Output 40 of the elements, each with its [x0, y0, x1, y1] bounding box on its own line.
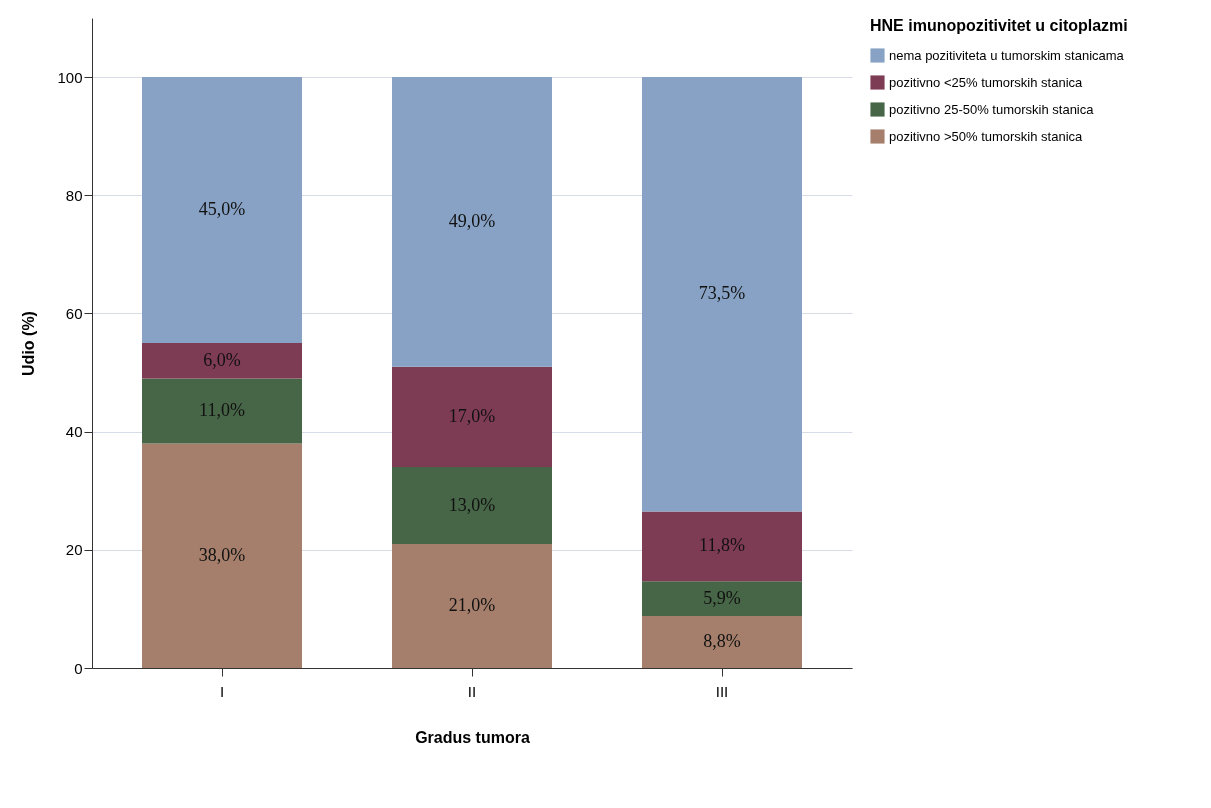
legend-label: pozitivno 25-50% tumorskih stanica: [889, 101, 1095, 117]
y-axis-title: Udio (%): [20, 311, 38, 376]
data-label: 38,0%: [198, 544, 246, 565]
data-label: 5,9%: [703, 587, 741, 608]
bar: [642, 77, 802, 512]
bar: [392, 467, 552, 544]
bar: [392, 543, 552, 668]
data-label: 13,0%: [448, 494, 496, 515]
y-tick-label: 100: [57, 68, 83, 86]
y-tick-label: 60: [65, 304, 83, 322]
data-label: 21,0%: [448, 594, 496, 615]
y-tick-label: 20: [65, 541, 83, 559]
bar: [642, 616, 802, 668]
data-label: 8,8%: [703, 631, 741, 651]
data-label: 11,8%: [699, 535, 745, 556]
legend-title: HNE imunopozitivitet u citoplazmi: [870, 17, 1128, 34]
bar: [642, 581, 802, 616]
data-label: 6,0%: [203, 349, 241, 370]
bar: [142, 343, 302, 379]
x-tick-label: II: [467, 682, 477, 700]
bar: [142, 443, 302, 668]
data-label: 49,0%: [448, 210, 496, 231]
y-tick-label: 40: [65, 423, 83, 441]
legend-label: pozitivno <25% tumorskih stanica: [889, 74, 1084, 90]
y-tick-label: 80: [65, 186, 83, 204]
legend-label: nema pozitiviteta u tumorskim stanicama: [889, 47, 1125, 63]
bar: [392, 366, 552, 468]
data-label: 73,5%: [698, 283, 746, 304]
data-label: 45,0%: [198, 199, 246, 220]
bar: [142, 378, 302, 444]
bar: [642, 511, 802, 582]
x-axis-title: Gradus tumora: [415, 728, 530, 746]
bar: [392, 77, 552, 367]
y-tick-label: 0: [74, 659, 83, 677]
x-tick-label: III: [715, 682, 729, 700]
data-label: 17,0%: [448, 405, 496, 426]
bar: [142, 77, 302, 343]
legend-label: pozitivno >50% tumorskih stanica: [889, 128, 1084, 144]
data-label: 11,0%: [199, 399, 245, 420]
x-tick-label: I: [219, 682, 225, 700]
